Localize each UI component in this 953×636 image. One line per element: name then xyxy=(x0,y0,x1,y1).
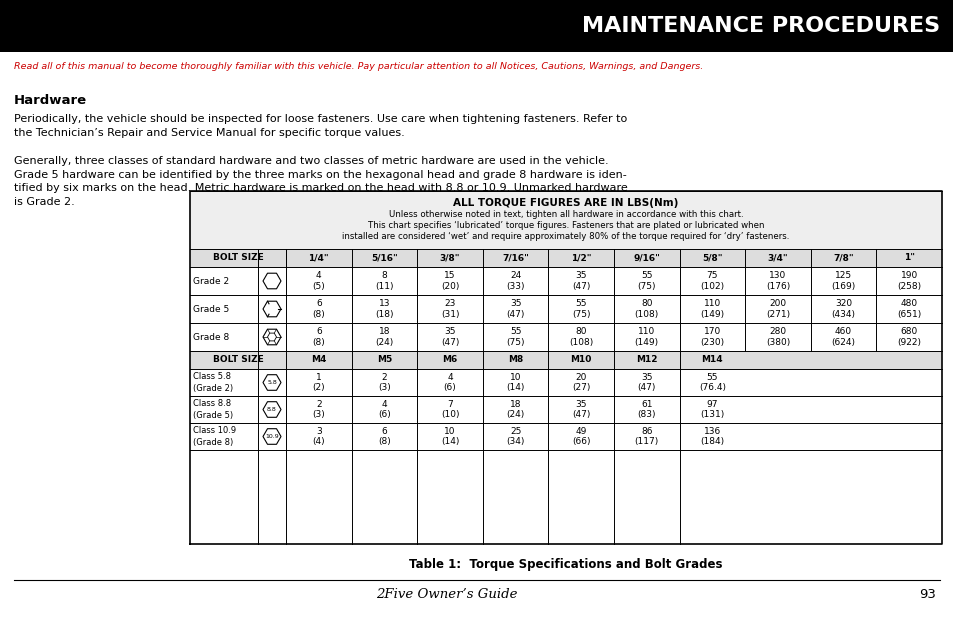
Text: 4
(6): 4 (6) xyxy=(443,373,456,392)
Text: 5/16": 5/16" xyxy=(371,254,397,263)
Text: 8
(11): 8 (11) xyxy=(375,271,394,291)
Text: 24
(33): 24 (33) xyxy=(506,271,524,291)
Text: 110
(149): 110 (149) xyxy=(634,327,659,347)
Text: Class 5.8
(Grade 2): Class 5.8 (Grade 2) xyxy=(193,373,233,392)
Text: 55
(75): 55 (75) xyxy=(506,327,524,347)
Text: 4
(6): 4 (6) xyxy=(377,399,391,419)
Text: 130
(176): 130 (176) xyxy=(765,271,789,291)
Text: 10
(14): 10 (14) xyxy=(440,427,458,446)
Text: 55
(76.4): 55 (76.4) xyxy=(699,373,725,392)
Text: 170
(230): 170 (230) xyxy=(700,327,723,347)
Text: 35
(47): 35 (47) xyxy=(506,299,524,319)
Text: 7/16": 7/16" xyxy=(501,254,529,263)
Text: 35
(47): 35 (47) xyxy=(572,399,590,419)
Text: 2
(3): 2 (3) xyxy=(312,399,325,419)
Text: 18
(24): 18 (24) xyxy=(375,327,393,347)
Text: 6
(8): 6 (8) xyxy=(312,299,325,319)
Text: BOLT SIZE: BOLT SIZE xyxy=(213,254,263,263)
Text: 280
(380): 280 (380) xyxy=(765,327,789,347)
Text: 75
(102): 75 (102) xyxy=(700,271,723,291)
Text: M5: M5 xyxy=(376,356,392,364)
Text: 320
(434): 320 (434) xyxy=(831,299,855,319)
Text: M10: M10 xyxy=(570,356,591,364)
Text: 1
(2): 1 (2) xyxy=(313,373,325,392)
Text: 125
(169): 125 (169) xyxy=(831,271,855,291)
Text: 3/4": 3/4" xyxy=(767,254,787,263)
Text: 1/4": 1/4" xyxy=(308,254,329,263)
Text: 61
(83): 61 (83) xyxy=(637,399,656,419)
Text: 86
(117): 86 (117) xyxy=(634,427,659,446)
Text: 2Five Owner’s Guide: 2Five Owner’s Guide xyxy=(375,588,517,600)
Text: 136
(184): 136 (184) xyxy=(700,427,723,446)
Text: 1": 1" xyxy=(902,254,914,263)
Text: 10.9: 10.9 xyxy=(265,434,278,439)
Text: 20
(27): 20 (27) xyxy=(572,373,590,392)
Text: Table 1:  Torque Specifications and Bolt Grades: Table 1: Torque Specifications and Bolt … xyxy=(409,558,722,571)
Text: 97
(131): 97 (131) xyxy=(700,399,723,419)
Text: 3
(4): 3 (4) xyxy=(313,427,325,446)
Text: 200
(271): 200 (271) xyxy=(765,299,789,319)
Text: 55
(75): 55 (75) xyxy=(637,271,656,291)
Text: 23
(31): 23 (31) xyxy=(440,299,458,319)
Text: 5/8": 5/8" xyxy=(701,254,721,263)
Text: 6
(8): 6 (8) xyxy=(377,427,391,446)
Text: 110
(149): 110 (149) xyxy=(700,299,723,319)
Bar xyxy=(190,351,941,369)
Text: M4: M4 xyxy=(311,356,326,364)
Text: 7/8": 7/8" xyxy=(832,254,853,263)
Text: 3/8": 3/8" xyxy=(439,254,459,263)
Text: 9/16": 9/16" xyxy=(633,254,659,263)
Text: Hardware: Hardware xyxy=(14,94,87,107)
Text: 680
(922): 680 (922) xyxy=(896,327,921,347)
Text: 35
(47): 35 (47) xyxy=(440,327,458,347)
Text: 35
(47): 35 (47) xyxy=(637,373,656,392)
Text: M14: M14 xyxy=(700,356,722,364)
Text: M6: M6 xyxy=(442,356,457,364)
Text: 35
(47): 35 (47) xyxy=(572,271,590,291)
Text: Class 10.9
(Grade 8): Class 10.9 (Grade 8) xyxy=(193,427,236,446)
Text: 2
(3): 2 (3) xyxy=(377,373,391,392)
Text: 8.8: 8.8 xyxy=(267,407,276,412)
Text: 10
(14): 10 (14) xyxy=(506,373,524,392)
Text: Read all of this manual to become thoroughly familiar with this vehicle. Pay par: Read all of this manual to become thorou… xyxy=(14,62,702,71)
Text: Grade 2: Grade 2 xyxy=(193,277,229,286)
Bar xyxy=(190,249,941,267)
Text: 80
(108): 80 (108) xyxy=(634,299,659,319)
Text: installed are considered ‘wet’ and require approximately 80% of the torque requi: installed are considered ‘wet’ and requi… xyxy=(342,232,789,241)
Text: 25
(34): 25 (34) xyxy=(506,427,524,446)
Text: 4
(5): 4 (5) xyxy=(312,271,325,291)
Text: MAINTENANCE PROCEDURES: MAINTENANCE PROCEDURES xyxy=(581,16,939,36)
Text: 55
(75): 55 (75) xyxy=(572,299,590,319)
Text: Grade 8: Grade 8 xyxy=(193,333,229,342)
Text: 190
(258): 190 (258) xyxy=(896,271,921,291)
Text: M8: M8 xyxy=(507,356,522,364)
Text: Generally, three classes of standard hardware and two classes of metric hardware: Generally, three classes of standard har… xyxy=(14,156,627,207)
Text: Unless otherwise noted in text, tighten all hardware in accordance with this cha: Unless otherwise noted in text, tighten … xyxy=(388,210,742,219)
Bar xyxy=(0,0,953,52)
Text: This chart specifies ‘lubricated’ torque figures. Fasteners that are plated or l: This chart specifies ‘lubricated’ torque… xyxy=(367,221,763,230)
Text: 460
(624): 460 (624) xyxy=(831,327,855,347)
Text: 18
(24): 18 (24) xyxy=(506,399,524,419)
Text: 49
(66): 49 (66) xyxy=(572,427,590,446)
Text: 15
(20): 15 (20) xyxy=(440,271,458,291)
Text: BOLT SIZE: BOLT SIZE xyxy=(213,356,263,364)
Text: 13
(18): 13 (18) xyxy=(375,299,394,319)
Text: Class 8.8
(Grade 5): Class 8.8 (Grade 5) xyxy=(193,399,233,420)
Text: 93: 93 xyxy=(918,588,935,600)
Text: Grade 5: Grade 5 xyxy=(193,305,229,314)
Text: 7
(10): 7 (10) xyxy=(440,399,458,419)
Text: 6
(8): 6 (8) xyxy=(312,327,325,347)
Text: 1/2": 1/2" xyxy=(570,254,591,263)
Text: ALL TORQUE FIGURES ARE IN LBS(Nm): ALL TORQUE FIGURES ARE IN LBS(Nm) xyxy=(453,198,678,208)
Bar xyxy=(190,191,941,249)
Bar xyxy=(190,191,941,544)
Text: 480
(651): 480 (651) xyxy=(896,299,921,319)
Text: M12: M12 xyxy=(636,356,657,364)
Text: Periodically, the vehicle should be inspected for loose fasteners. Use care when: Periodically, the vehicle should be insp… xyxy=(14,114,626,137)
Text: 5.8: 5.8 xyxy=(267,380,276,385)
Text: 80
(108): 80 (108) xyxy=(569,327,593,347)
